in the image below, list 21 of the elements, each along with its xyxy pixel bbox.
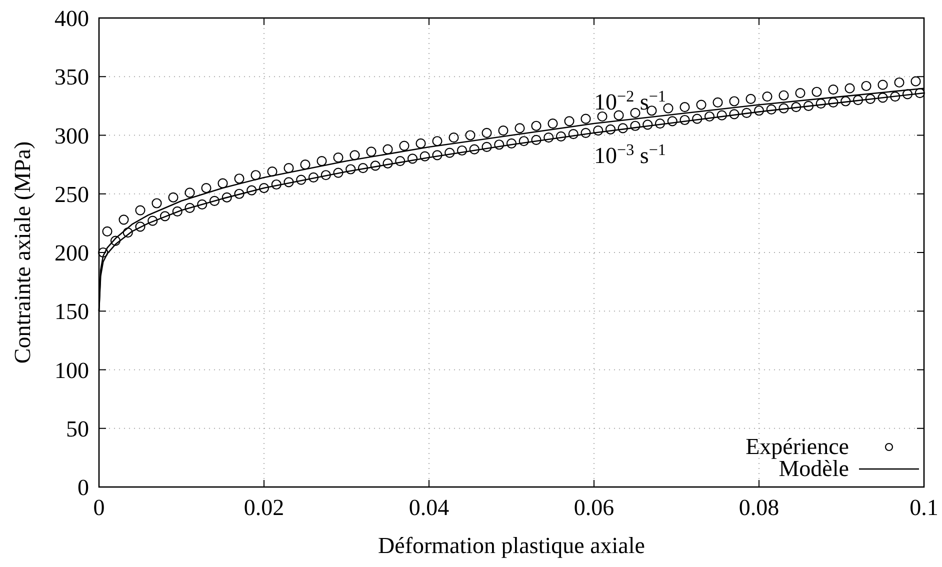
y-tick-label: 300	[54, 123, 89, 148]
y-axis-title: Contrainte axiale (MPa)	[10, 141, 35, 364]
x-tick-label: 0.08	[738, 495, 780, 520]
y-tick-label: 0	[78, 475, 89, 500]
x-tick-label: 0.1	[910, 495, 938, 520]
x-tick-label: 0.04	[408, 495, 450, 520]
x-tick-label: 0.02	[244, 495, 284, 520]
annotation: 10$^{−3}$ s$^{−1}$	[594, 141, 666, 168]
y-tick-label: 100	[54, 358, 89, 383]
annotation: 10$^{−2}$ s$^{−1}$	[594, 88, 666, 115]
y-tick-label: 250	[54, 182, 89, 207]
y-tick-label: 150	[54, 299, 89, 324]
legend-label: Expérience	[746, 434, 849, 459]
y-tick-label: 350	[54, 64, 89, 90]
y-tick-label: 200	[54, 240, 89, 266]
y-tick-label: 400	[54, 6, 89, 31]
x-tick-label: 0	[93, 495, 105, 520]
y-tick-label: 50	[66, 416, 89, 442]
x-axis-title: Déformation plastique axiale	[378, 533, 645, 558]
legend-label: Modèle	[778, 456, 849, 481]
x-tick-label: 0.06	[574, 495, 614, 520]
